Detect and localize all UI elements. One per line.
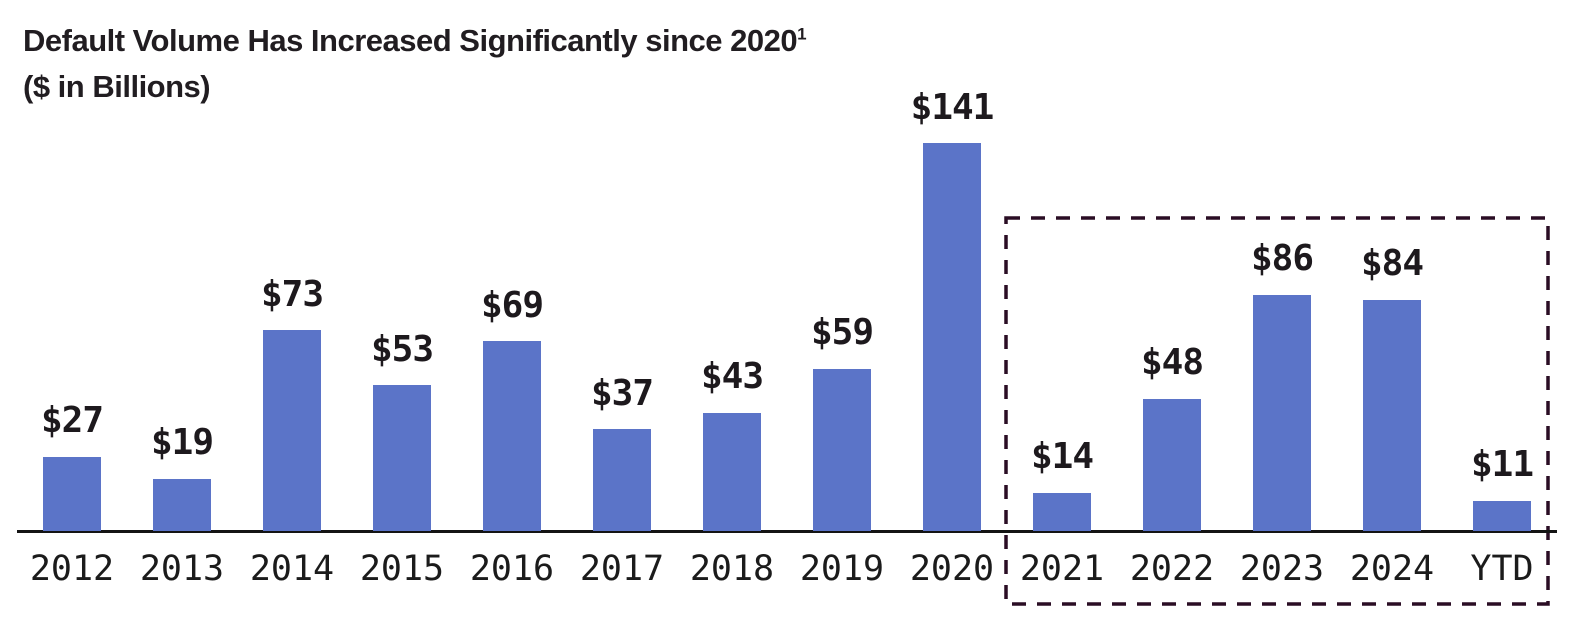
bar-value-label-2017: $37 bbox=[590, 372, 654, 414]
bar-value-label-2019: $59 bbox=[810, 312, 874, 354]
bar-2014 bbox=[263, 330, 321, 531]
bar-value-label-2015: $53 bbox=[370, 328, 434, 370]
bar-2022 bbox=[1143, 399, 1201, 531]
bar-value-label-YTD: $11 bbox=[1470, 444, 1534, 486]
title-footnote-marker: 1 bbox=[797, 24, 807, 44]
bar-YTD bbox=[1473, 500, 1531, 531]
x-axis-line bbox=[17, 530, 1557, 533]
bar-value-label-2016: $69 bbox=[480, 284, 544, 326]
bar-2019 bbox=[813, 368, 871, 531]
bar-2013 bbox=[153, 478, 211, 531]
bar-2023 bbox=[1253, 294, 1311, 531]
x-axis-tick-label-2020: 2020 bbox=[909, 549, 995, 589]
bar-value-label-2014: $73 bbox=[260, 273, 324, 315]
bar-2018 bbox=[703, 412, 761, 531]
x-axis-tick-label-2017: 2017 bbox=[579, 549, 665, 589]
bar-2015 bbox=[373, 385, 431, 531]
chart-title: Default Volume Has Increased Significant… bbox=[23, 18, 807, 64]
x-axis-tick-label-YTD: YTD bbox=[1470, 549, 1534, 589]
x-axis-tick-label-2022: 2022 bbox=[1129, 549, 1215, 589]
bar-value-label-2012: $27 bbox=[40, 400, 104, 442]
bar-value-label-2013: $19 bbox=[150, 422, 214, 464]
bar-value-label-2023: $86 bbox=[1250, 237, 1314, 279]
chart-header: Default Volume Has Increased Significant… bbox=[23, 18, 807, 110]
x-axis-tick-label-2014: 2014 bbox=[249, 549, 335, 589]
bar-2017 bbox=[593, 429, 651, 531]
chart-title-text: Default Volume Has Increased Significant… bbox=[23, 23, 798, 58]
bar-value-label-2024: $84 bbox=[1360, 243, 1424, 285]
x-axis-tick-label-2024: 2024 bbox=[1349, 549, 1435, 589]
x-axis-tick-label-2012: 2012 bbox=[29, 549, 115, 589]
bar-value-label-2021: $14 bbox=[1030, 435, 1094, 477]
x-axis-tick-label-2019: 2019 bbox=[799, 549, 885, 589]
x-axis-tick-label-2013: 2013 bbox=[139, 549, 225, 589]
bar-value-label-2020: $141 bbox=[910, 86, 995, 128]
bar-2020 bbox=[923, 143, 981, 531]
bar-2021 bbox=[1033, 492, 1091, 531]
bar-2024 bbox=[1363, 300, 1421, 531]
x-axis-tick-label-2018: 2018 bbox=[689, 549, 775, 589]
x-axis-tick-label-2023: 2023 bbox=[1239, 549, 1325, 589]
chart-subtitle: ($ in Billions) bbox=[23, 69, 211, 104]
bar-2012 bbox=[43, 456, 101, 531]
bar-2016 bbox=[483, 341, 541, 531]
x-axis-tick-label-2015: 2015 bbox=[359, 549, 445, 589]
bar-value-label-2022: $48 bbox=[1140, 342, 1204, 384]
x-axis-tick-label-2021: 2021 bbox=[1019, 549, 1105, 589]
bar-value-label-2018: $43 bbox=[700, 356, 764, 398]
x-axis-tick-label-2016: 2016 bbox=[469, 549, 555, 589]
